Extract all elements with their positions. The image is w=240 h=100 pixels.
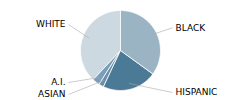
svg-text:WHITE: WHITE bbox=[36, 19, 66, 29]
svg-text:HISPANIC: HISPANIC bbox=[176, 87, 218, 97]
svg-text:BLACK: BLACK bbox=[176, 23, 207, 33]
svg-text:A.I.: A.I. bbox=[51, 77, 65, 87]
svg-text:ASIAN: ASIAN bbox=[38, 89, 65, 99]
